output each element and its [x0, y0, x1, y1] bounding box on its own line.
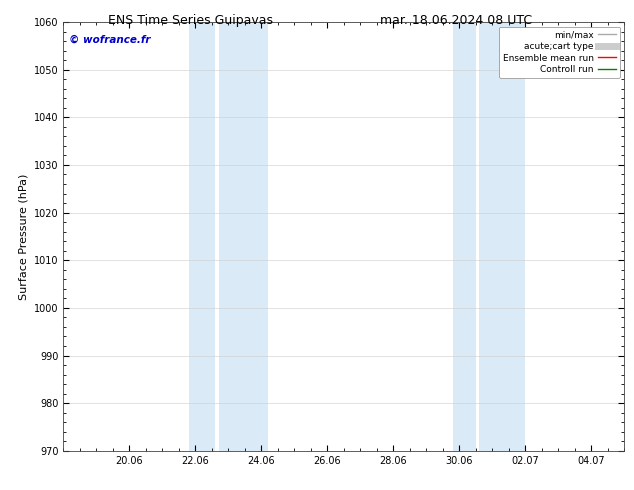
- Bar: [453, 22, 476, 451]
- Bar: [479, 22, 526, 451]
- Y-axis label: Surface Pressure (hPa): Surface Pressure (hPa): [18, 173, 29, 299]
- Text: © wofrance.fr: © wofrance.fr: [69, 35, 150, 45]
- Legend: min/max, acute;cart type, Ensemble mean run, Controll run: min/max, acute;cart type, Ensemble mean …: [499, 26, 620, 78]
- Bar: [189, 22, 215, 451]
- Text: ENS Time Series Guipavas: ENS Time Series Guipavas: [108, 14, 273, 27]
- Bar: [219, 22, 268, 451]
- Text: mar. 18.06.2024 08 UTC: mar. 18.06.2024 08 UTC: [380, 14, 533, 27]
